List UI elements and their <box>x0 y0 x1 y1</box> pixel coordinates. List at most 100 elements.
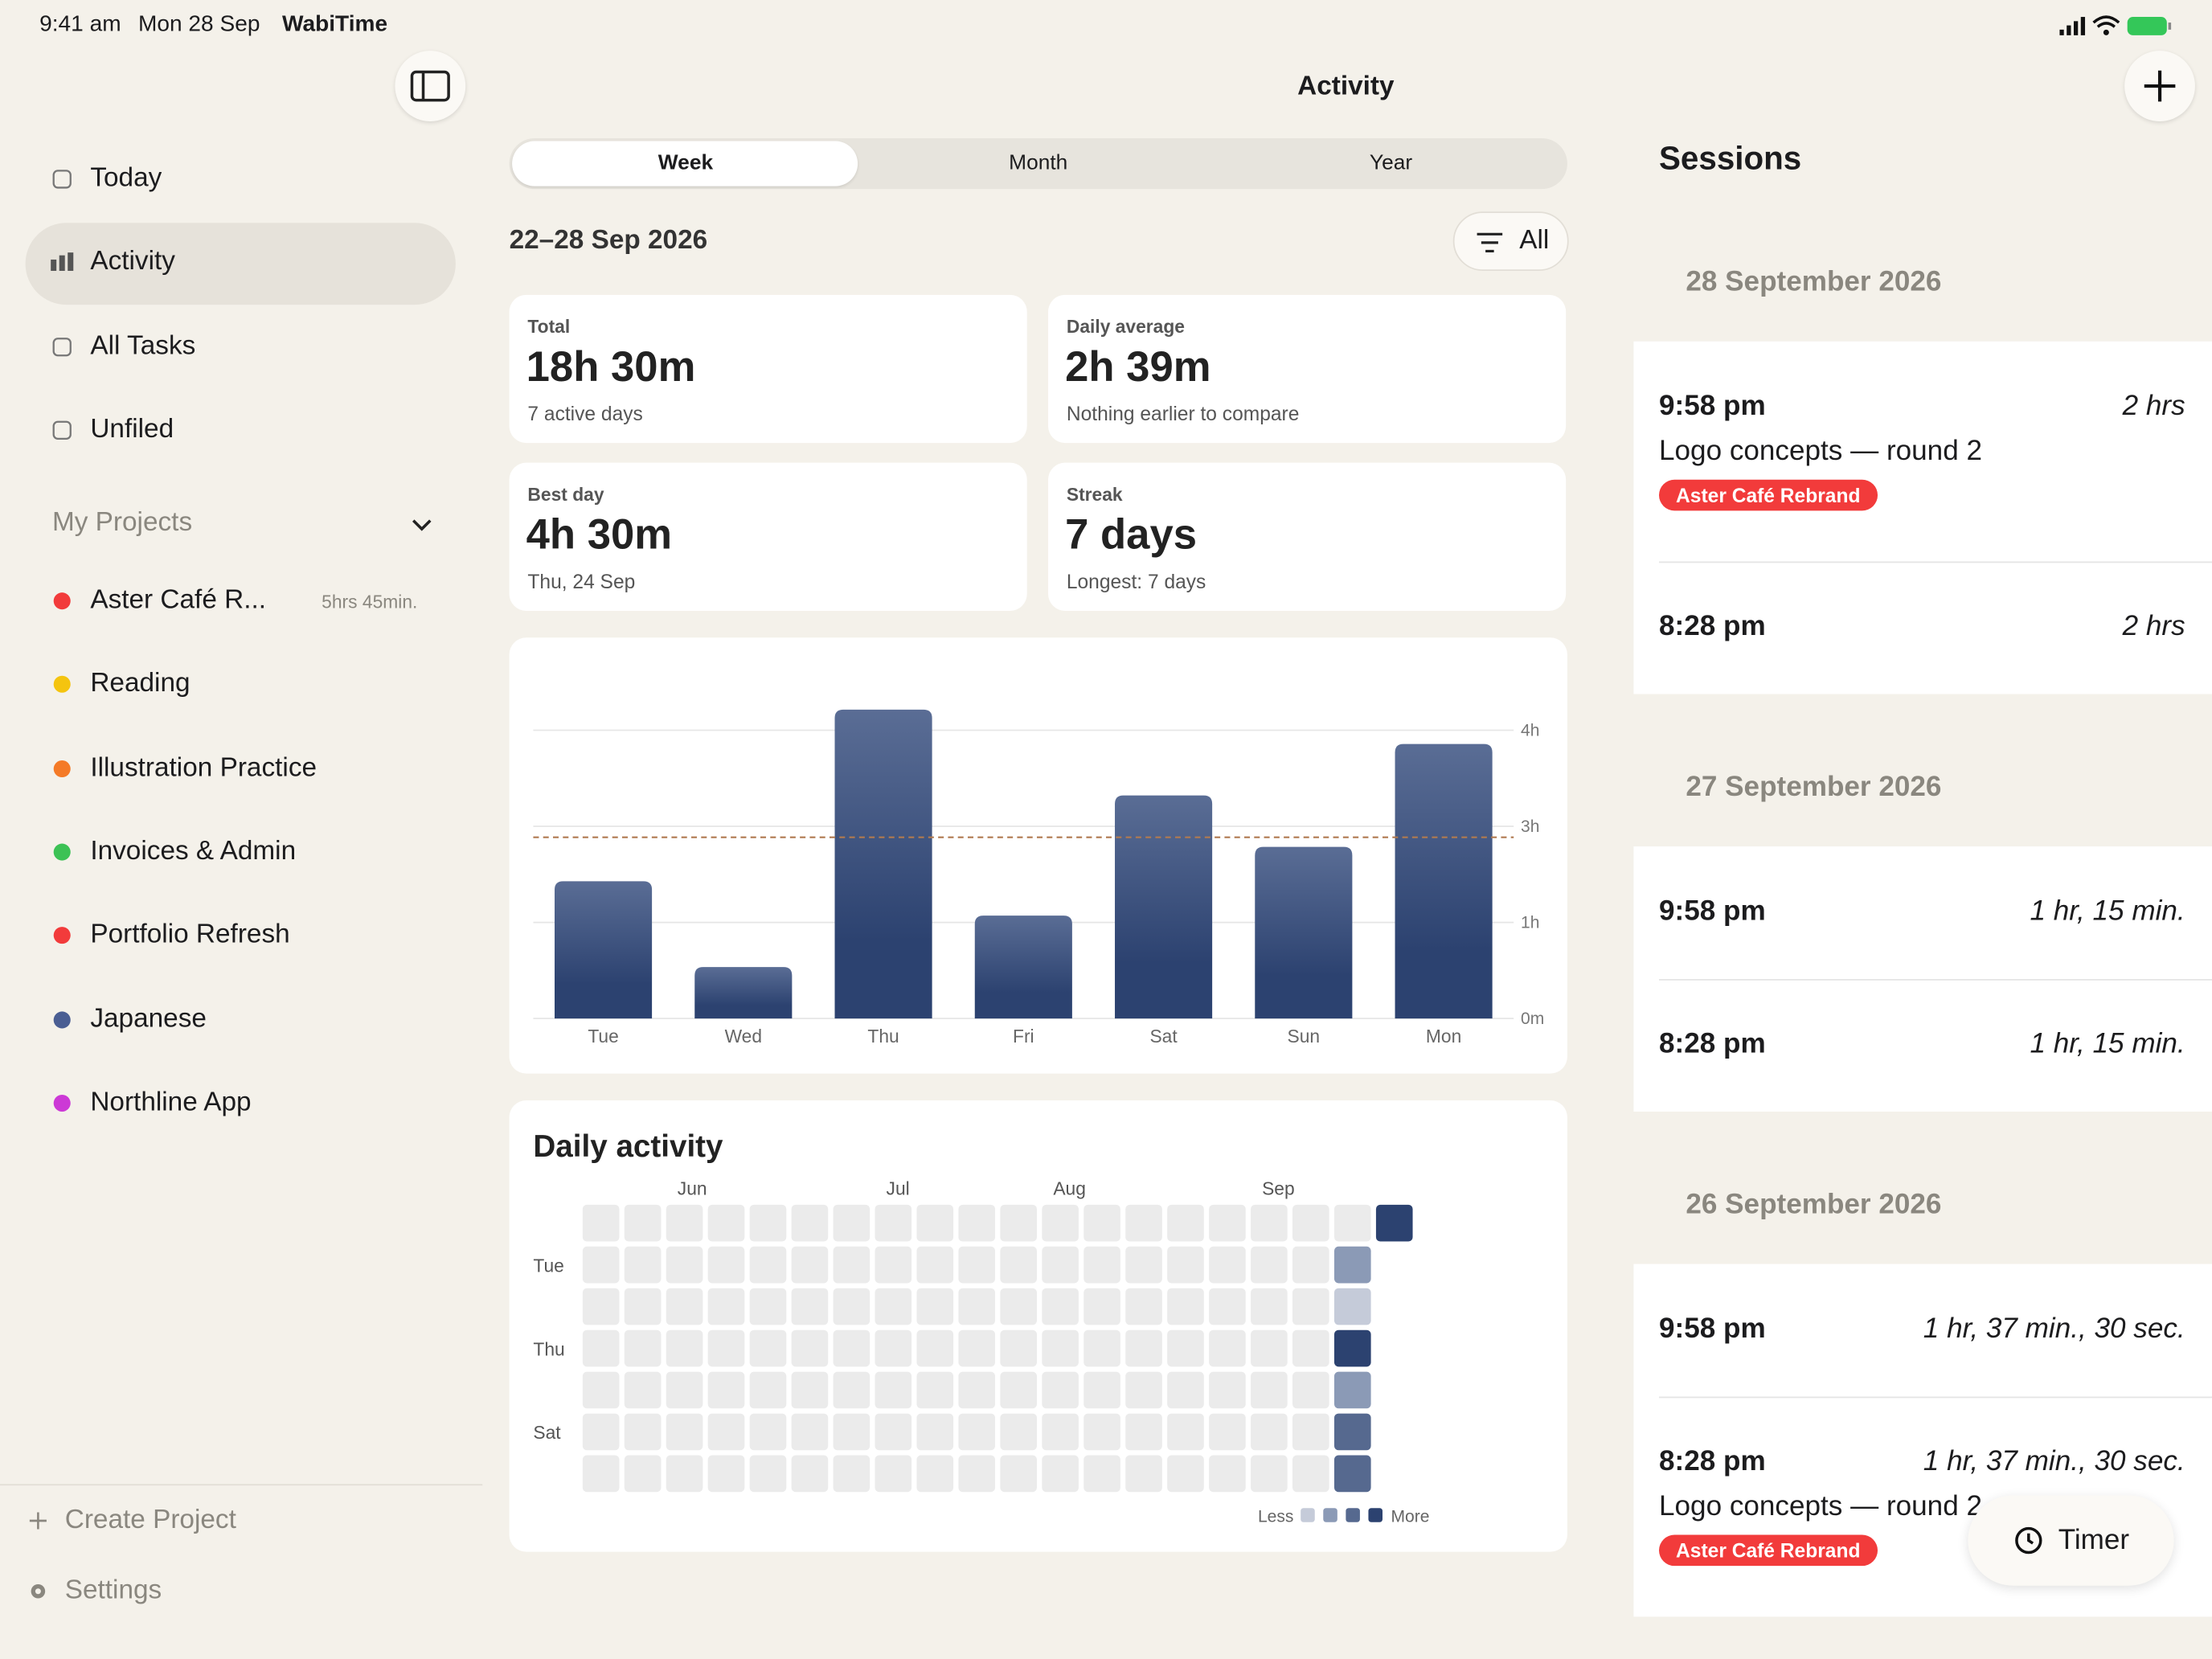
nav-icon <box>52 337 72 356</box>
heatmap-cell <box>1083 1371 1120 1409</box>
heatmap-cell <box>833 1371 870 1409</box>
project-name[interactable]: Aster Café R... <box>90 585 267 616</box>
project-dot <box>53 843 71 861</box>
heatmap-cell <box>749 1455 787 1493</box>
bar <box>1255 846 1353 1019</box>
month-label: Sep <box>1262 1178 1295 1199</box>
nav-item[interactable]: Activity <box>90 247 175 277</box>
heatmap-cell <box>1333 1288 1371 1325</box>
segment[interactable]: Week <box>657 150 714 175</box>
heatmap-cell <box>1000 1246 1037 1284</box>
heatmap-cell <box>1251 1371 1288 1409</box>
stat-value: 7 days <box>1065 512 1198 559</box>
heatmap-cell <box>749 1204 787 1242</box>
heatmap-cell <box>707 1204 745 1242</box>
heatmap-cell <box>958 1413 996 1451</box>
day-header: 28 September 2026 <box>1686 266 1942 298</box>
separator <box>1658 979 2212 981</box>
heatmap-cell <box>1333 1413 1371 1451</box>
heatmap-cell <box>1167 1204 1204 1242</box>
heatmap-cell <box>582 1413 620 1451</box>
project-dot <box>53 592 71 610</box>
add-button[interactable] <box>2124 51 2195 121</box>
heatmap-cell <box>875 1288 912 1325</box>
heatmap-cell <box>1167 1288 1204 1325</box>
heatmap-cell <box>749 1246 787 1284</box>
session-time: 8:28 pm <box>1658 1028 1766 1060</box>
heatmap-cell <box>1042 1455 1079 1493</box>
heatmap-cell <box>1333 1371 1371 1409</box>
timer-label: Timer <box>2058 1525 2130 1556</box>
chevron[interactable] <box>411 516 433 533</box>
heatmap-cell <box>1333 1329 1371 1367</box>
nav-item[interactable]: Today <box>90 163 162 194</box>
session-time: 8:28 pm <box>1658 1445 1766 1477</box>
heatmap-cell <box>791 1329 829 1367</box>
heatmap-cell <box>1042 1413 1079 1451</box>
heatmap-cell <box>624 1413 662 1451</box>
heatmap-cell <box>666 1246 703 1284</box>
heatmap-cell <box>1209 1329 1246 1367</box>
heatmap-cell <box>1000 1329 1037 1367</box>
session-time: 9:58 pm <box>1658 391 1766 422</box>
project-name[interactable]: Japanese <box>90 1003 207 1034</box>
heatmap-cell <box>916 1246 954 1284</box>
bar-chart: 0m 1h 3h 4h Tue Wed Thu Fri Sat Sun Mon <box>533 709 1544 1047</box>
segment[interactable]: Month <box>1009 150 1068 175</box>
month-label: Jul <box>887 1178 910 1199</box>
heatmap-cell <box>1251 1413 1288 1451</box>
nav-item[interactable]: Unfiled <box>90 414 174 444</box>
sessions-panel: Sessions 28 September 2026 9:58 pm 2 hrs Log… <box>1633 0 2212 1659</box>
bar <box>834 709 932 1019</box>
heatmap-cell <box>1125 1455 1162 1493</box>
footer-item[interactable]: Settings <box>64 1575 162 1606</box>
heatmap-cell <box>707 1455 745 1493</box>
sidebar-toggle[interactable] <box>395 51 466 121</box>
nav-icon <box>51 252 74 272</box>
x-tick-label: Wed <box>725 1026 762 1047</box>
heatmap-cell <box>833 1288 870 1325</box>
heatmap-cell <box>1333 1246 1371 1284</box>
heatmap-cell <box>749 1288 787 1325</box>
heatmap-cell <box>582 1371 620 1409</box>
project-tag: Aster Café Rebrand <box>1658 1534 1878 1567</box>
legend-more: More <box>1391 1508 1430 1526</box>
heatmap-cell <box>707 1246 745 1284</box>
heatmap-cell <box>958 1288 996 1325</box>
project-tag: Aster Café Rebrand <box>1658 479 1878 511</box>
legend-swatch <box>1346 1508 1360 1522</box>
footer-item[interactable]: Create Project <box>64 1505 236 1535</box>
heatmap-cell <box>1292 1371 1329 1409</box>
filter-button[interactable] <box>1452 211 1569 271</box>
heatmap-cell <box>666 1204 703 1242</box>
heatmap-cell <box>1292 1413 1329 1451</box>
heatmap-cell <box>1083 1455 1120 1493</box>
stat-label: Best day <box>527 483 604 506</box>
heatmap-cell <box>1292 1329 1329 1367</box>
timer-button[interactable]: Timer <box>1968 1495 2174 1586</box>
y-tick-label: 4h <box>1521 722 1539 740</box>
heatmap-cell <box>707 1329 745 1367</box>
nav-item[interactable]: All Tasks <box>90 330 196 361</box>
heatmap-cell <box>1209 1204 1246 1242</box>
project-name[interactable]: Invoices & Admin <box>90 836 297 866</box>
heatmap-cell <box>916 1371 954 1409</box>
heatmap-cell <box>624 1329 662 1367</box>
heatmap-cell <box>1167 1329 1204 1367</box>
heatmap-cell <box>1209 1371 1246 1409</box>
project-name[interactable]: Reading <box>90 669 190 699</box>
legend-swatch <box>1368 1508 1382 1522</box>
page-title: Activity <box>1297 72 1395 102</box>
bar <box>974 916 1072 1019</box>
heatmap-cell <box>1000 1204 1037 1242</box>
project-name[interactable]: Portfolio Refresh <box>90 920 290 950</box>
segment[interactable]: Year <box>1369 150 1413 175</box>
project-name[interactable]: Northline App <box>90 1087 252 1117</box>
heatmap-cell <box>1209 1288 1246 1325</box>
session-task: Logo concepts — round 2 <box>1658 436 1982 467</box>
heatmap-cell <box>749 1413 787 1451</box>
project-name[interactable]: Illustration Practice <box>90 752 317 783</box>
heatmap-cell <box>916 1288 954 1325</box>
heatmap-cell <box>666 1455 703 1493</box>
filter-label: All <box>1519 225 1550 256</box>
